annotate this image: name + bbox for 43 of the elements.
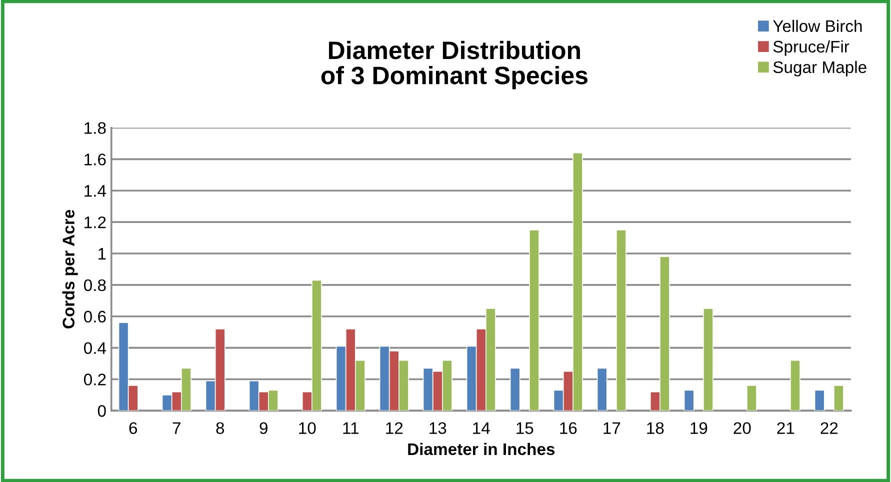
y-tick-label: 1: [98, 248, 106, 260]
legend-label: Spruce/Fir: [773, 40, 850, 56]
y-tick-label: 0.6: [84, 310, 106, 323]
x-tick-label: 21: [777, 422, 794, 434]
bar: [596, 368, 608, 411]
x-tick-label: 11: [343, 422, 358, 434]
bar: [616, 229, 626, 411]
legend-label: Sugar Maple: [773, 60, 866, 76]
bar: [834, 385, 844, 411]
y-axis-title: Cords per Acre: [62, 210, 78, 328]
y-tick-label: 0.4: [84, 342, 106, 354]
bar: [529, 229, 540, 411]
x-tick-label: 6: [129, 422, 138, 434]
bar: [684, 390, 694, 411]
x-tick-label: 15: [516, 422, 534, 434]
x-tick-label: 22: [820, 422, 838, 434]
bar: [746, 385, 757, 411]
x-tick-label: 10: [299, 422, 316, 434]
x-tick-label: 8: [216, 422, 224, 434]
bar: [814, 390, 825, 411]
bar: [703, 308, 714, 411]
bar: [790, 360, 800, 411]
x-tick-label: 9: [260, 422, 268, 434]
x-tick-label: 16: [560, 422, 577, 434]
x-tick-label: 7: [172, 422, 180, 434]
y-tick-label: 1.4: [84, 185, 106, 197]
x-tick-label: 17: [604, 422, 620, 434]
x-tick-label: 19: [690, 422, 708, 434]
y-tick-label: 0.2: [84, 374, 106, 386]
x-tick-label: 20: [734, 422, 751, 434]
y-tick-label: 1.2: [84, 216, 106, 228]
y-tick-label: 0: [98, 405, 106, 417]
x-axis-title: Diameter in Inches: [408, 442, 555, 456]
y-tick-label: 1.8: [84, 122, 106, 134]
x-tick-label: 12: [386, 422, 403, 434]
chart-title: Diameter Distribution of 3 Dominant Species: [321, 40, 588, 90]
y-tick-label: 0.8: [84, 279, 106, 292]
x-tick-label: 13: [430, 422, 446, 434]
legend-label: Yellow Birch: [772, 20, 862, 32]
x-tick-label: 18: [647, 422, 664, 434]
bar: [510, 368, 520, 411]
x-tick-label: 14: [473, 422, 490, 434]
y-tick-label: 1.6: [84, 154, 106, 166]
